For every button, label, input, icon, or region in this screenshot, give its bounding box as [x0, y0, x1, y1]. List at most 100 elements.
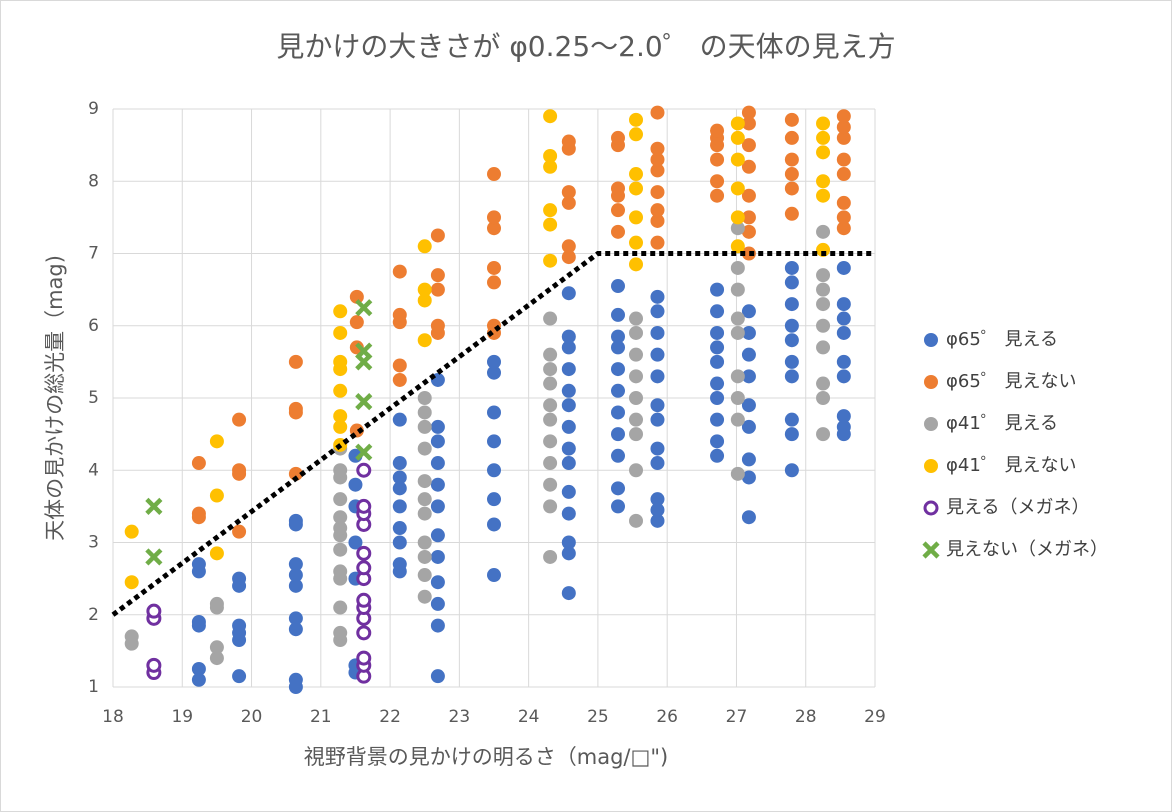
point — [561, 340, 576, 355]
point — [741, 419, 756, 434]
point — [741, 105, 756, 120]
point — [561, 134, 576, 149]
point — [417, 441, 432, 456]
point — [629, 463, 644, 478]
point — [816, 130, 831, 145]
x-tick-label: 19 — [171, 707, 193, 727]
legend-label: φ41゜ 見える — [946, 413, 1058, 434]
point — [650, 289, 665, 304]
point — [288, 622, 303, 637]
point — [650, 203, 665, 218]
x-tick-label: 20 — [241, 707, 263, 727]
point — [392, 456, 407, 471]
point — [417, 568, 432, 583]
point — [784, 463, 799, 478]
point — [356, 592, 372, 608]
point — [356, 560, 372, 576]
point — [730, 412, 745, 427]
point — [392, 358, 407, 373]
point — [356, 625, 372, 641]
x-tick-label: 26 — [656, 707, 678, 727]
point — [124, 524, 139, 539]
point — [650, 185, 665, 200]
point — [288, 611, 303, 626]
point — [610, 383, 625, 398]
x-tick-label: 25 — [587, 707, 609, 727]
y-tick-label: 6 — [88, 316, 99, 336]
point — [610, 130, 625, 145]
point — [356, 498, 372, 514]
point — [784, 112, 799, 127]
point — [561, 329, 576, 344]
point — [417, 506, 432, 521]
point — [741, 470, 756, 485]
point — [924, 417, 938, 431]
point — [710, 340, 725, 355]
legend-label: φ41゜ 見えない — [946, 455, 1077, 476]
point — [333, 354, 348, 369]
point — [232, 669, 247, 684]
point — [741, 224, 756, 239]
point — [816, 297, 831, 312]
point — [356, 650, 372, 666]
point — [610, 362, 625, 377]
point — [610, 307, 625, 322]
point — [561, 456, 576, 471]
point — [650, 213, 665, 228]
point — [816, 268, 831, 283]
point — [816, 242, 831, 257]
point — [487, 568, 501, 583]
point — [730, 181, 745, 196]
point — [146, 657, 162, 673]
point — [487, 167, 501, 182]
point — [816, 224, 831, 239]
point — [629, 513, 644, 528]
point — [561, 286, 576, 301]
x-tick-label: 29 — [864, 707, 886, 727]
point — [543, 376, 558, 391]
point — [650, 235, 665, 250]
point — [430, 434, 445, 449]
boundary-line — [111, 251, 875, 617]
point — [816, 340, 831, 355]
point — [146, 603, 162, 619]
point — [741, 159, 756, 174]
point — [710, 152, 725, 167]
point — [487, 354, 501, 369]
legend: φ65゜ 見える φ65゜ 見えない φ41゜ 見える φ41゜ 見えない見える（メガ… — [922, 329, 1108, 560]
point — [629, 311, 644, 326]
point — [191, 456, 206, 471]
point — [629, 412, 644, 427]
point — [356, 462, 372, 478]
point — [816, 188, 831, 203]
point — [561, 419, 576, 434]
point — [543, 456, 558, 471]
point — [430, 499, 445, 514]
y-axis-title: 天体の見かけの総光量（mag) — [43, 255, 67, 541]
point — [561, 586, 576, 601]
point — [610, 448, 625, 463]
point — [543, 477, 558, 492]
point — [288, 513, 303, 528]
point — [355, 299, 373, 317]
point — [784, 369, 799, 384]
point — [730, 260, 745, 275]
point — [629, 427, 644, 442]
point — [430, 528, 445, 543]
point — [333, 600, 348, 615]
point — [741, 325, 756, 340]
y-tick-label: 8 — [88, 171, 99, 191]
x-tick-label: 27 — [726, 707, 748, 727]
point — [417, 391, 432, 405]
legend-label: φ65゜ 見える — [946, 329, 1058, 350]
point — [355, 342, 373, 360]
point — [836, 130, 851, 145]
point — [610, 329, 625, 344]
point — [417, 333, 432, 348]
point — [430, 575, 445, 590]
point — [333, 564, 348, 579]
point — [561, 185, 576, 200]
point — [232, 412, 247, 427]
